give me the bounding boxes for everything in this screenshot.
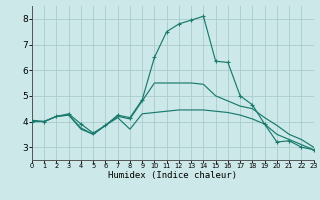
X-axis label: Humidex (Indice chaleur): Humidex (Indice chaleur) [108,171,237,180]
